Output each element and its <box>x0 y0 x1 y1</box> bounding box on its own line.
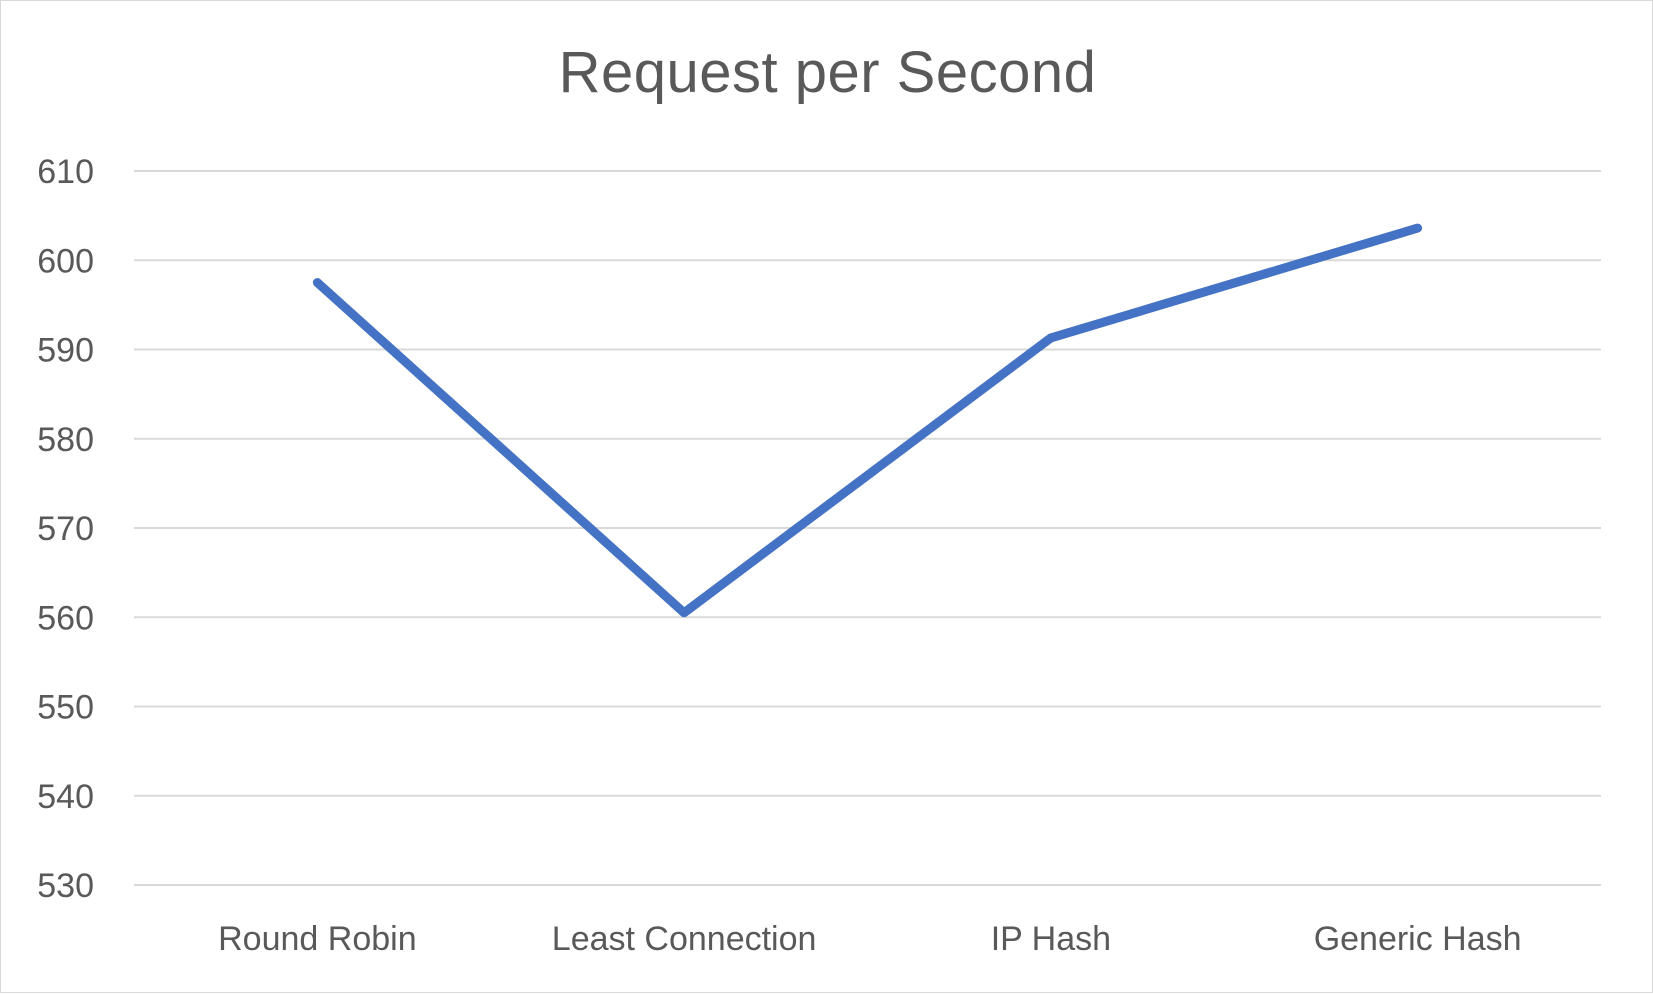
x-axis-tick-labels: Round Robin Least Connection IP Hash Generi… <box>218 920 1521 958</box>
x-tick-label: IP Hash <box>991 920 1111 958</box>
y-axis-tick-labels: 530 540 550 560 570 580 590 600 610 <box>37 153 94 905</box>
series-line <box>312 223 1423 618</box>
y-tick-label: 580 <box>37 421 94 459</box>
x-tick-label: Generic Hash <box>1314 920 1522 958</box>
y-tick-label: 550 <box>37 689 94 727</box>
y-tick-label: 600 <box>37 242 94 280</box>
x-tick-label: Round Robin <box>218 920 416 958</box>
chart-title: Request per Second <box>558 40 1097 105</box>
y-tick-label: 560 <box>37 599 94 637</box>
y-tick-label: 530 <box>37 867 94 905</box>
y-tick-label: 610 <box>37 153 94 191</box>
gridlines <box>134 170 1601 886</box>
y-tick-label: 570 <box>37 510 94 548</box>
x-tick-label: Least Connection <box>552 920 817 958</box>
series-lines <box>312 223 1423 618</box>
y-tick-label: 590 <box>37 332 94 370</box>
y-tick-label: 540 <box>37 778 94 816</box>
